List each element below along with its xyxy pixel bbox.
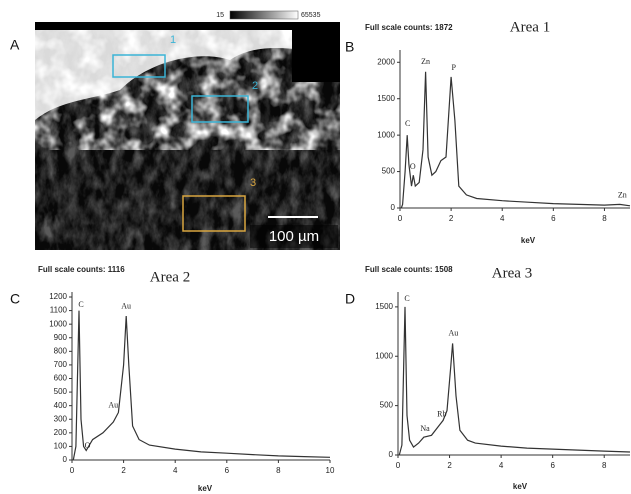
- chart-title: Area 2: [150, 269, 190, 285]
- x-axis-label: keV: [513, 482, 528, 491]
- panel-label: D: [345, 291, 355, 307]
- y-tick-label: 500: [380, 401, 394, 410]
- scale-bar-bg: [250, 225, 338, 248]
- area-label: 2: [252, 80, 258, 92]
- peak-label: C: [405, 119, 410, 128]
- x-tick-label: 6: [225, 466, 230, 475]
- spectrum-line: [400, 71, 631, 209]
- peak-label: C: [404, 294, 409, 303]
- area-box: [112, 54, 166, 78]
- colorbar: [229, 10, 299, 20]
- y-tick-label: 1500: [375, 302, 393, 311]
- y-tick-label: 1000: [375, 351, 393, 360]
- peak-label: Au: [108, 400, 118, 409]
- x-tick-label: 2: [121, 466, 126, 475]
- peak-label: Rb: [437, 409, 446, 418]
- x-tick-label: 2: [447, 461, 452, 470]
- area-box: [182, 195, 246, 232]
- peak-label: Na: [420, 424, 430, 433]
- y-tick-label: 500: [54, 387, 68, 396]
- x-tick-label: 4: [173, 466, 178, 475]
- y-tick-label: 1000: [377, 130, 395, 139]
- sem-image: [35, 22, 340, 250]
- area-label: 1: [170, 34, 176, 46]
- colorbar-max: 65535: [301, 12, 321, 19]
- y-tick-label: 1000: [49, 319, 67, 328]
- area-label: 3: [250, 177, 256, 189]
- x-tick-label: 10: [326, 466, 335, 475]
- y-tick-label: 700: [54, 360, 68, 369]
- peak-label: Au: [121, 301, 131, 310]
- x-axis-label: keV: [198, 484, 213, 493]
- y-tick-label: 2000: [377, 57, 395, 66]
- x-tick-label: 4: [499, 461, 504, 470]
- subtitle: Full scale counts: 1872: [365, 23, 453, 32]
- chart-title: Area 3: [492, 265, 532, 281]
- peak-label: Zn: [421, 57, 430, 66]
- x-tick-label: 8: [602, 461, 607, 470]
- peak-label: Zn: [618, 190, 627, 199]
- x-tick-label: 0: [396, 461, 401, 470]
- spectrum-line: [398, 306, 631, 456]
- x-tick-label: 4: [500, 214, 505, 223]
- y-tick-label: 100: [54, 442, 68, 451]
- y-tick-label: 0: [63, 455, 68, 464]
- y-tick-label: 600: [54, 374, 68, 383]
- panel-label: A: [10, 37, 20, 53]
- peak-label: Au: [449, 328, 459, 337]
- chart-title: Area 1: [510, 19, 550, 35]
- y-tick-label: 300: [54, 414, 68, 423]
- x-tick-label: 8: [602, 214, 607, 223]
- colorbar-min: 15: [216, 12, 224, 19]
- peak-label: O: [410, 162, 416, 171]
- x-tick-label: 0: [398, 214, 403, 223]
- y-tick-label: 0: [391, 203, 396, 212]
- y-tick-label: 900: [54, 333, 68, 342]
- spectrum-line: [72, 310, 331, 461]
- panel-label: B: [345, 39, 354, 55]
- x-tick-label: 0: [70, 466, 75, 475]
- peak-label: P: [451, 63, 456, 72]
- y-tick-label: 1200: [49, 292, 67, 301]
- y-tick-label: 200: [54, 428, 68, 437]
- y-tick-label: 400: [54, 401, 68, 410]
- x-axis-label: keV: [521, 236, 536, 245]
- x-tick-label: 2: [449, 214, 454, 223]
- x-tick-label: 6: [551, 214, 556, 223]
- subtitle: Full scale counts: 1508: [365, 265, 453, 274]
- y-tick-label: 1100: [50, 306, 68, 315]
- x-tick-label: 8: [276, 466, 281, 475]
- y-tick-label: 0: [389, 450, 394, 459]
- peak-label: C: [78, 300, 83, 309]
- y-tick-label: 500: [382, 167, 396, 176]
- area-box: [191, 95, 249, 123]
- panel-label: C: [10, 291, 20, 307]
- scale-bar-label: 100 µm: [269, 228, 319, 245]
- peak-label: O: [85, 441, 91, 450]
- y-tick-label: 1500: [377, 94, 395, 103]
- x-tick-label: 6: [550, 461, 555, 470]
- y-tick-label: 800: [54, 346, 68, 355]
- subtitle: Full scale counts: 1116: [38, 265, 125, 274]
